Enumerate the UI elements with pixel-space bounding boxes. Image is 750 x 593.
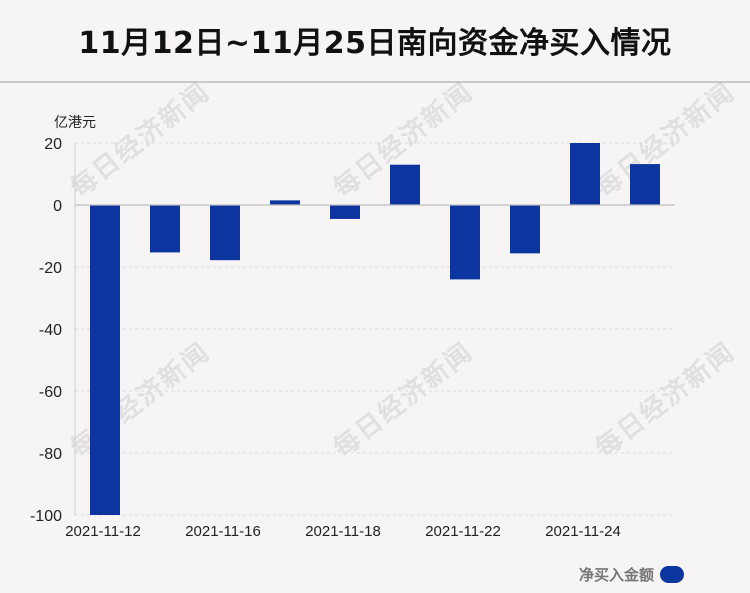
y-axis-unit-label: 亿港元	[54, 115, 96, 131]
x-tick-label: 2021-11-18	[305, 523, 381, 540]
y-tick-label: -20	[39, 260, 62, 277]
x-tick-label: 2021-11-22	[425, 523, 501, 540]
bar	[330, 205, 360, 219]
title-divider	[0, 81, 750, 83]
x-tick-label: 2021-11-24	[545, 523, 621, 540]
y-tick-label: 20	[44, 136, 62, 153]
bar	[210, 205, 240, 261]
y-tick-label: -40	[39, 322, 62, 339]
bar	[510, 205, 540, 254]
bar	[570, 143, 600, 205]
chart-title: 11月12日~11月25日南向资金净买入情况	[78, 26, 672, 61]
x-tick-label: 2021-11-16	[185, 523, 261, 540]
legend-label: 净买入金额	[578, 566, 654, 584]
x-tick-label: 2021-11-12	[65, 523, 141, 540]
legend-swatch	[660, 566, 684, 583]
bar	[150, 205, 180, 253]
y-tick-label: -100	[30, 508, 62, 525]
y-tick-label: -80	[39, 446, 62, 463]
bar	[450, 205, 480, 280]
bar	[270, 200, 300, 205]
bar	[390, 164, 420, 205]
bar	[90, 205, 120, 515]
y-tick-label: -60	[39, 384, 62, 401]
y-tick-label: 0	[53, 198, 62, 215]
bar	[630, 164, 660, 205]
legend: 净买入金额	[579, 564, 684, 585]
